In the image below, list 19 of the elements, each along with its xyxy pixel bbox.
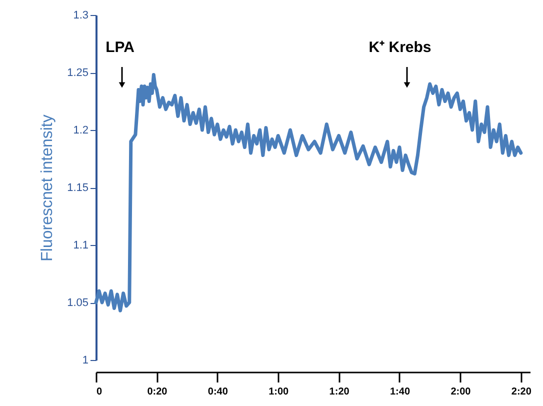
y-tick-label: 1.3 (73, 10, 88, 22)
annotation: K⁺ Krebs (368, 39, 432, 56)
y-tick-label: 1.2 (73, 124, 88, 136)
x-tick-label: 1:40 (390, 386, 410, 398)
y-tick-label: 1.15 (67, 182, 88, 194)
x-tick-label: 1:00 (268, 386, 290, 398)
y-tick-label: 1.1 (73, 240, 88, 252)
line-series (94, 73, 523, 312)
x-tick-label: 0:40 (208, 386, 228, 398)
x-tick-label: 1:20 (329, 386, 350, 398)
y-axis-title: Fluorescnet intensity (39, 114, 56, 262)
x-tick-label: 2:00 (450, 386, 472, 398)
annotation: LPA (106, 39, 135, 56)
x-tick-label: 2:20 (511, 386, 532, 398)
y-tick-label: 1.25 (67, 67, 88, 79)
x-tick-label: 0 (96, 386, 102, 398)
y-tick-label: 1 (82, 354, 88, 366)
x-tick-label: 0:20 (147, 386, 168, 398)
y-tick-label: 1.05 (67, 297, 88, 309)
